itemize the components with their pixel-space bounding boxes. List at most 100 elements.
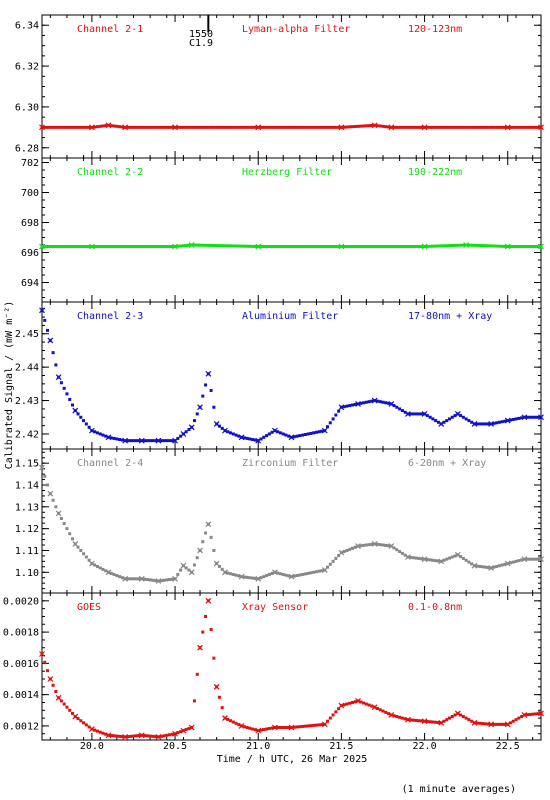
data-point: [342, 405, 346, 409]
data-point: [309, 125, 313, 129]
data-point: [420, 557, 424, 561]
data-point: [54, 125, 58, 129]
data-point: [134, 734, 138, 738]
data-point: [54, 690, 58, 694]
panel-frame: [41, 301, 542, 450]
data-point: [298, 573, 302, 577]
data-point: [237, 125, 241, 129]
data-point: [434, 419, 438, 423]
data-point: [375, 124, 379, 128]
data-point: [522, 245, 526, 248]
data-point: [255, 727, 262, 734]
data-point: [72, 407, 79, 414]
data-point: [155, 578, 162, 584]
data-point: [384, 125, 388, 129]
data-point: [350, 700, 354, 704]
data-point: [531, 125, 535, 129]
data-point: [151, 578, 155, 582]
data-point: [237, 434, 241, 438]
data-point: [234, 573, 238, 577]
y-tick-label: 1.15: [15, 459, 39, 470]
series-points: [39, 122, 544, 131]
data-point: [359, 245, 363, 248]
data-point: [84, 125, 88, 129]
data-point: [448, 556, 452, 560]
data-point: [511, 560, 515, 564]
data-point: [405, 410, 411, 417]
data-point: [95, 729, 99, 733]
data-point: [434, 559, 438, 563]
data-point: [470, 420, 474, 424]
data-point: [450, 244, 454, 247]
data-point: [180, 562, 187, 569]
data-point: [195, 125, 199, 129]
data-point: [409, 245, 413, 248]
data-point: [271, 427, 278, 434]
data-point: [306, 571, 310, 575]
data-point: [197, 644, 203, 651]
data-point: [486, 244, 490, 248]
data-point: [237, 723, 241, 727]
data-point: [434, 125, 438, 129]
series-points: [39, 464, 544, 584]
data-point: [470, 243, 474, 247]
data-point: [334, 556, 338, 560]
data-point: [188, 569, 195, 576]
data-point: [464, 125, 468, 129]
data-point: [484, 722, 488, 726]
data-point: [87, 558, 91, 562]
data-point: [384, 401, 388, 405]
data-point: [84, 555, 88, 559]
data-point: [262, 245, 266, 248]
data-point: [212, 125, 216, 129]
data-point: [481, 565, 485, 569]
data-point: [292, 125, 296, 129]
data-point: [65, 245, 69, 248]
data-point: [62, 702, 66, 706]
data-point: [46, 328, 50, 332]
data-point: [115, 245, 119, 248]
data-point: [398, 125, 402, 129]
y-tick-label: 2.44: [15, 363, 39, 374]
data-point: [134, 245, 138, 248]
data-point: [406, 125, 410, 129]
data-point: [381, 543, 385, 547]
data-point: [331, 713, 335, 717]
data-point: [245, 575, 249, 579]
data-point: [259, 125, 263, 129]
data-point: [475, 125, 479, 129]
data-point: [328, 562, 332, 566]
data-point: [46, 669, 50, 673]
data-point: [179, 568, 183, 572]
data-point: [362, 401, 366, 405]
data-point: [388, 124, 395, 131]
x-tick-label: 21.0: [246, 741, 270, 752]
data-point: [395, 715, 399, 719]
data-point: [292, 245, 296, 248]
data-point: [138, 437, 145, 444]
data-point: [392, 245, 396, 248]
data-point: [450, 715, 454, 719]
data-point: [47, 490, 54, 497]
data-point: [495, 722, 499, 726]
data-point: [409, 718, 413, 722]
data-point: [242, 436, 246, 440]
data-point: [87, 245, 91, 248]
data-point: [321, 721, 328, 728]
data-point: [107, 245, 111, 248]
data-point: [503, 125, 507, 129]
data-point: [101, 731, 105, 735]
data-point: [109, 571, 113, 575]
data-point: [409, 125, 413, 129]
data-point: [425, 244, 429, 248]
data-point: [348, 404, 352, 408]
data-point: [76, 245, 80, 248]
data-point: [82, 552, 86, 556]
data-point: [265, 245, 269, 248]
data-point: [267, 572, 271, 576]
data-point: [281, 725, 285, 729]
data-point: [497, 125, 501, 129]
panel-3: 2.42 2.43 2.44 2.45 Channel 2-3 Aluminium Fil…: [15, 301, 544, 450]
data-point: [205, 597, 212, 604]
data-point: [122, 575, 129, 582]
